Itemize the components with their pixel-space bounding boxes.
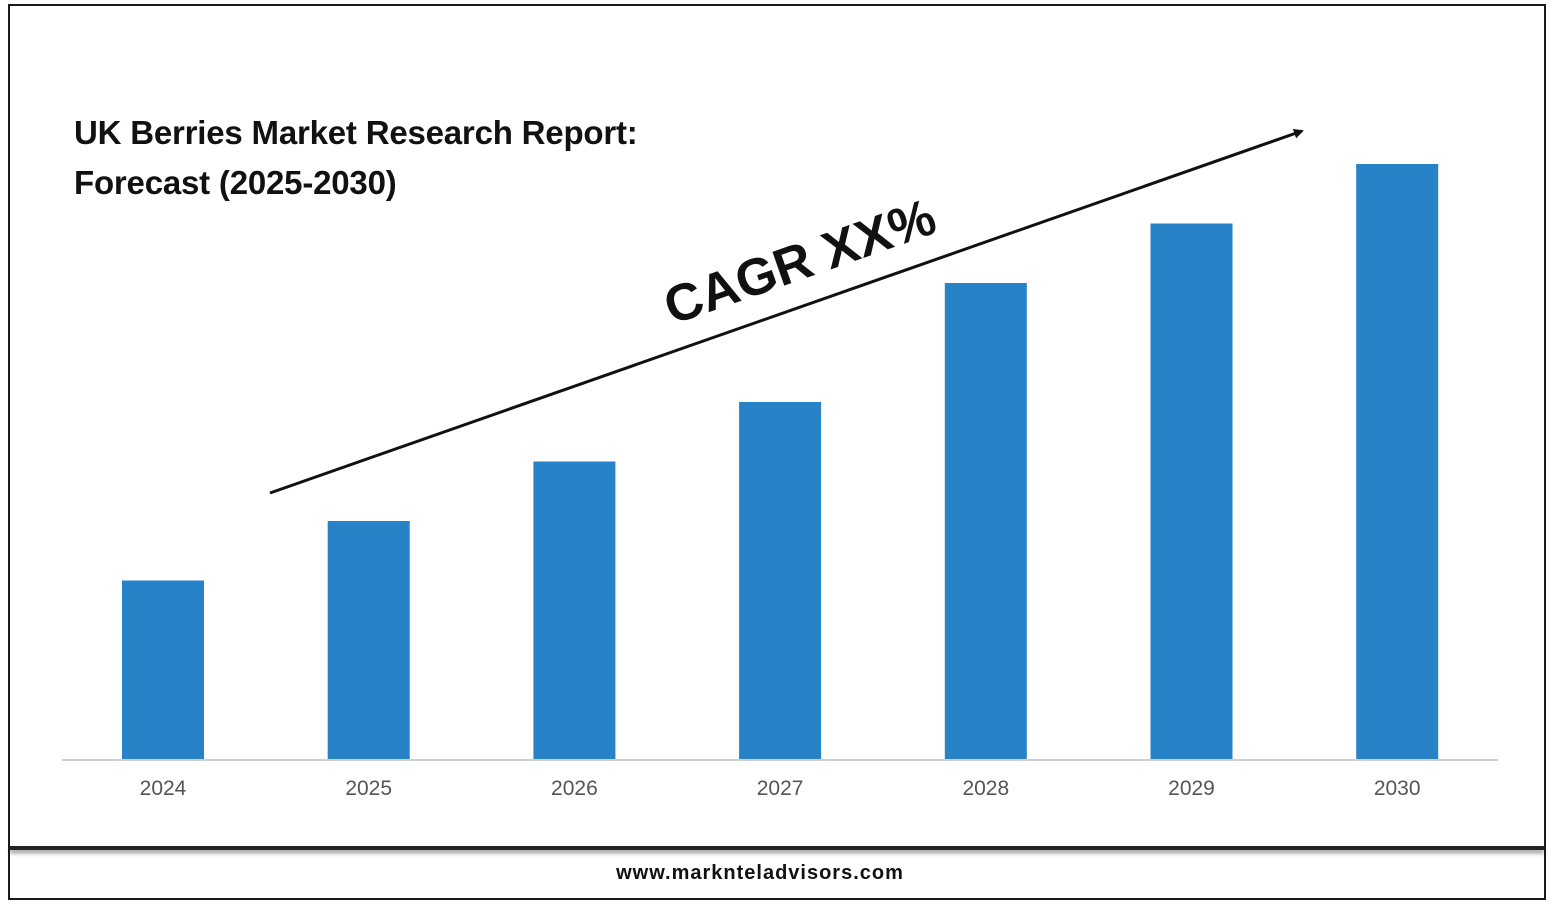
x-tick-label-2024: 2024	[140, 777, 187, 800]
x-tick-label-2026: 2026	[551, 777, 598, 800]
chart-title-line-2: Forecast (2025-2030)	[74, 164, 397, 201]
x-tick-label-2030: 2030	[1374, 777, 1421, 800]
bar-2026	[533, 461, 616, 759]
bar-2025	[327, 521, 410, 759]
cagr-arrow	[269, 128, 1304, 495]
cagr-annotation: CAGR XX%	[657, 188, 943, 336]
x-tick-labels: 2024 2025 2026 2027 2028 2029 2030	[140, 777, 1421, 800]
chart-title-line-1: UK Berries Market Research Report:	[74, 114, 638, 151]
chart-title: UK Berries Market Research Report: Forec…	[74, 108, 638, 208]
footer-url: www.marknteladvisors.com	[616, 862, 904, 884]
x-tick-label-2029: 2029	[1168, 777, 1215, 800]
x-tick-label-2027: 2027	[757, 777, 804, 800]
x-tick-label-2025: 2025	[345, 777, 392, 800]
bar-2027	[739, 402, 822, 759]
x-tick-label-2028: 2028	[962, 777, 1009, 800]
bar-2030	[1356, 164, 1439, 759]
footer-divider	[10, 846, 1544, 850]
bar-2028	[944, 283, 1027, 759]
bar-2029	[1150, 223, 1233, 759]
bars-group	[122, 164, 1439, 759]
bar-2024	[122, 580, 204, 759]
